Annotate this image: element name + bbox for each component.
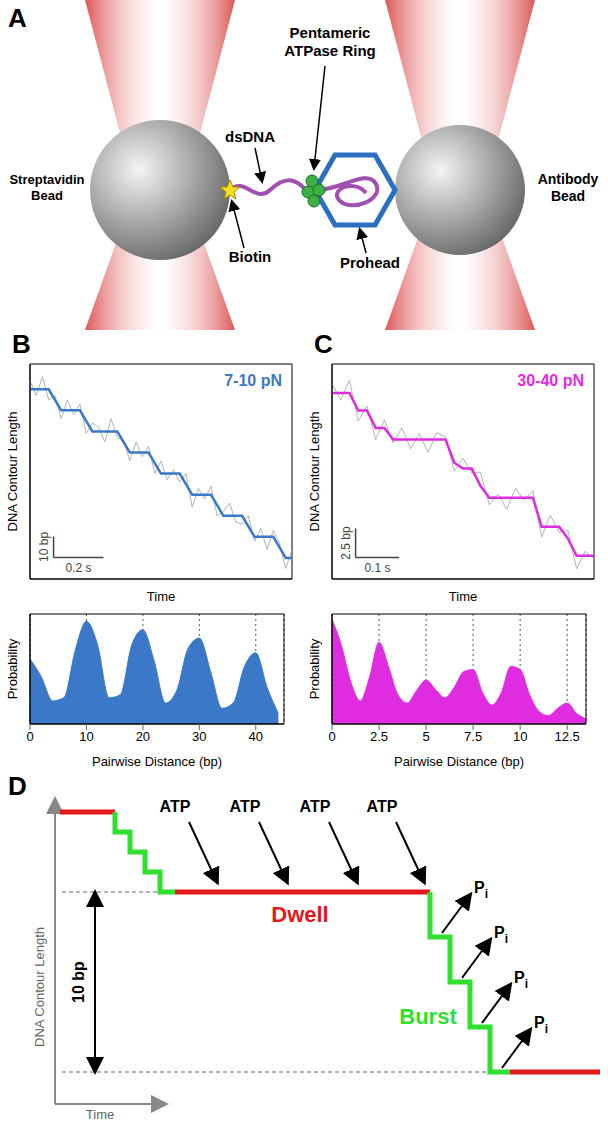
svg-text:Biotin: Biotin <box>229 248 272 265</box>
svg-text:0: 0 <box>328 729 335 744</box>
svg-text:Time: Time <box>86 1107 114 1122</box>
svg-text:DNA Contour Length: DNA Contour Length <box>5 412 20 532</box>
svg-text:Burst: Burst <box>399 1004 457 1029</box>
svg-text:Pairwise Distance (bp): Pairwise Distance (bp) <box>92 754 222 769</box>
svg-text:Probability: Probability <box>5 638 20 699</box>
html-text:30-40 pN: 30-40 pN <box>517 372 584 389</box>
svg-text:0: 0 <box>26 729 33 744</box>
svg-text:Pi: Pi <box>534 1014 548 1036</box>
svg-text:0.2 s: 0.2 s <box>66 561 92 575</box>
svg-text:ATP: ATP <box>160 798 191 815</box>
html-text:D: D <box>8 771 27 801</box>
svg-text:Dwell: Dwell <box>271 902 328 927</box>
svg-text:Pi: Pi <box>474 879 488 901</box>
svg-text:10 bp: 10 bp <box>37 532 51 562</box>
svg-text:ATP: ATP <box>300 798 331 815</box>
svg-text:5: 5 <box>422 729 429 744</box>
html-text:A: A <box>8 3 27 33</box>
svg-text:ATP: ATP <box>367 798 398 815</box>
svg-text:Prohead: Prohead <box>340 254 400 271</box>
svg-text:10: 10 <box>79 729 93 744</box>
svg-text:20: 20 <box>136 729 150 744</box>
svg-text:12.5: 12.5 <box>555 729 580 744</box>
svg-text:10 bp: 10 bp <box>70 961 87 1003</box>
svg-text:2.5 bp: 2.5 bp <box>339 526 353 560</box>
svg-text:7.5: 7.5 <box>464 729 482 744</box>
svg-text:Probability: Probability <box>307 638 322 699</box>
svg-text:30: 30 <box>192 729 206 744</box>
svg-text:DNA Contour Length: DNA Contour Length <box>32 927 47 1047</box>
svg-text:10: 10 <box>513 729 527 744</box>
svg-text:Pairwise Distance (bp): Pairwise Distance (bp) <box>394 754 524 769</box>
svg-text:AntibodyBead: AntibodyBead <box>538 171 599 204</box>
svg-text:ATP: ATP <box>230 798 261 815</box>
svg-text:PentamericATPase Ring: PentamericATPase Ring <box>284 24 375 59</box>
svg-text:DNA Contour Length: DNA Contour Length <box>307 412 322 532</box>
svg-text:0.1 s: 0.1 s <box>364 561 390 575</box>
svg-text:40: 40 <box>249 729 263 744</box>
svg-text:Pi: Pi <box>514 969 528 991</box>
svg-text:Time: Time <box>449 589 477 604</box>
html-text:C: C <box>314 329 333 359</box>
svg-text:2.5: 2.5 <box>370 729 388 744</box>
svg-text:dsDNA: dsDNA <box>225 128 275 145</box>
svg-text:Time: Time <box>147 589 175 604</box>
svg-text:StreptavidinBead: StreptavidinBead <box>9 172 84 203</box>
html-text:7-10 pN: 7-10 pN <box>224 372 282 389</box>
svg-text:Pi: Pi <box>494 924 508 946</box>
html-text:B: B <box>12 329 31 359</box>
